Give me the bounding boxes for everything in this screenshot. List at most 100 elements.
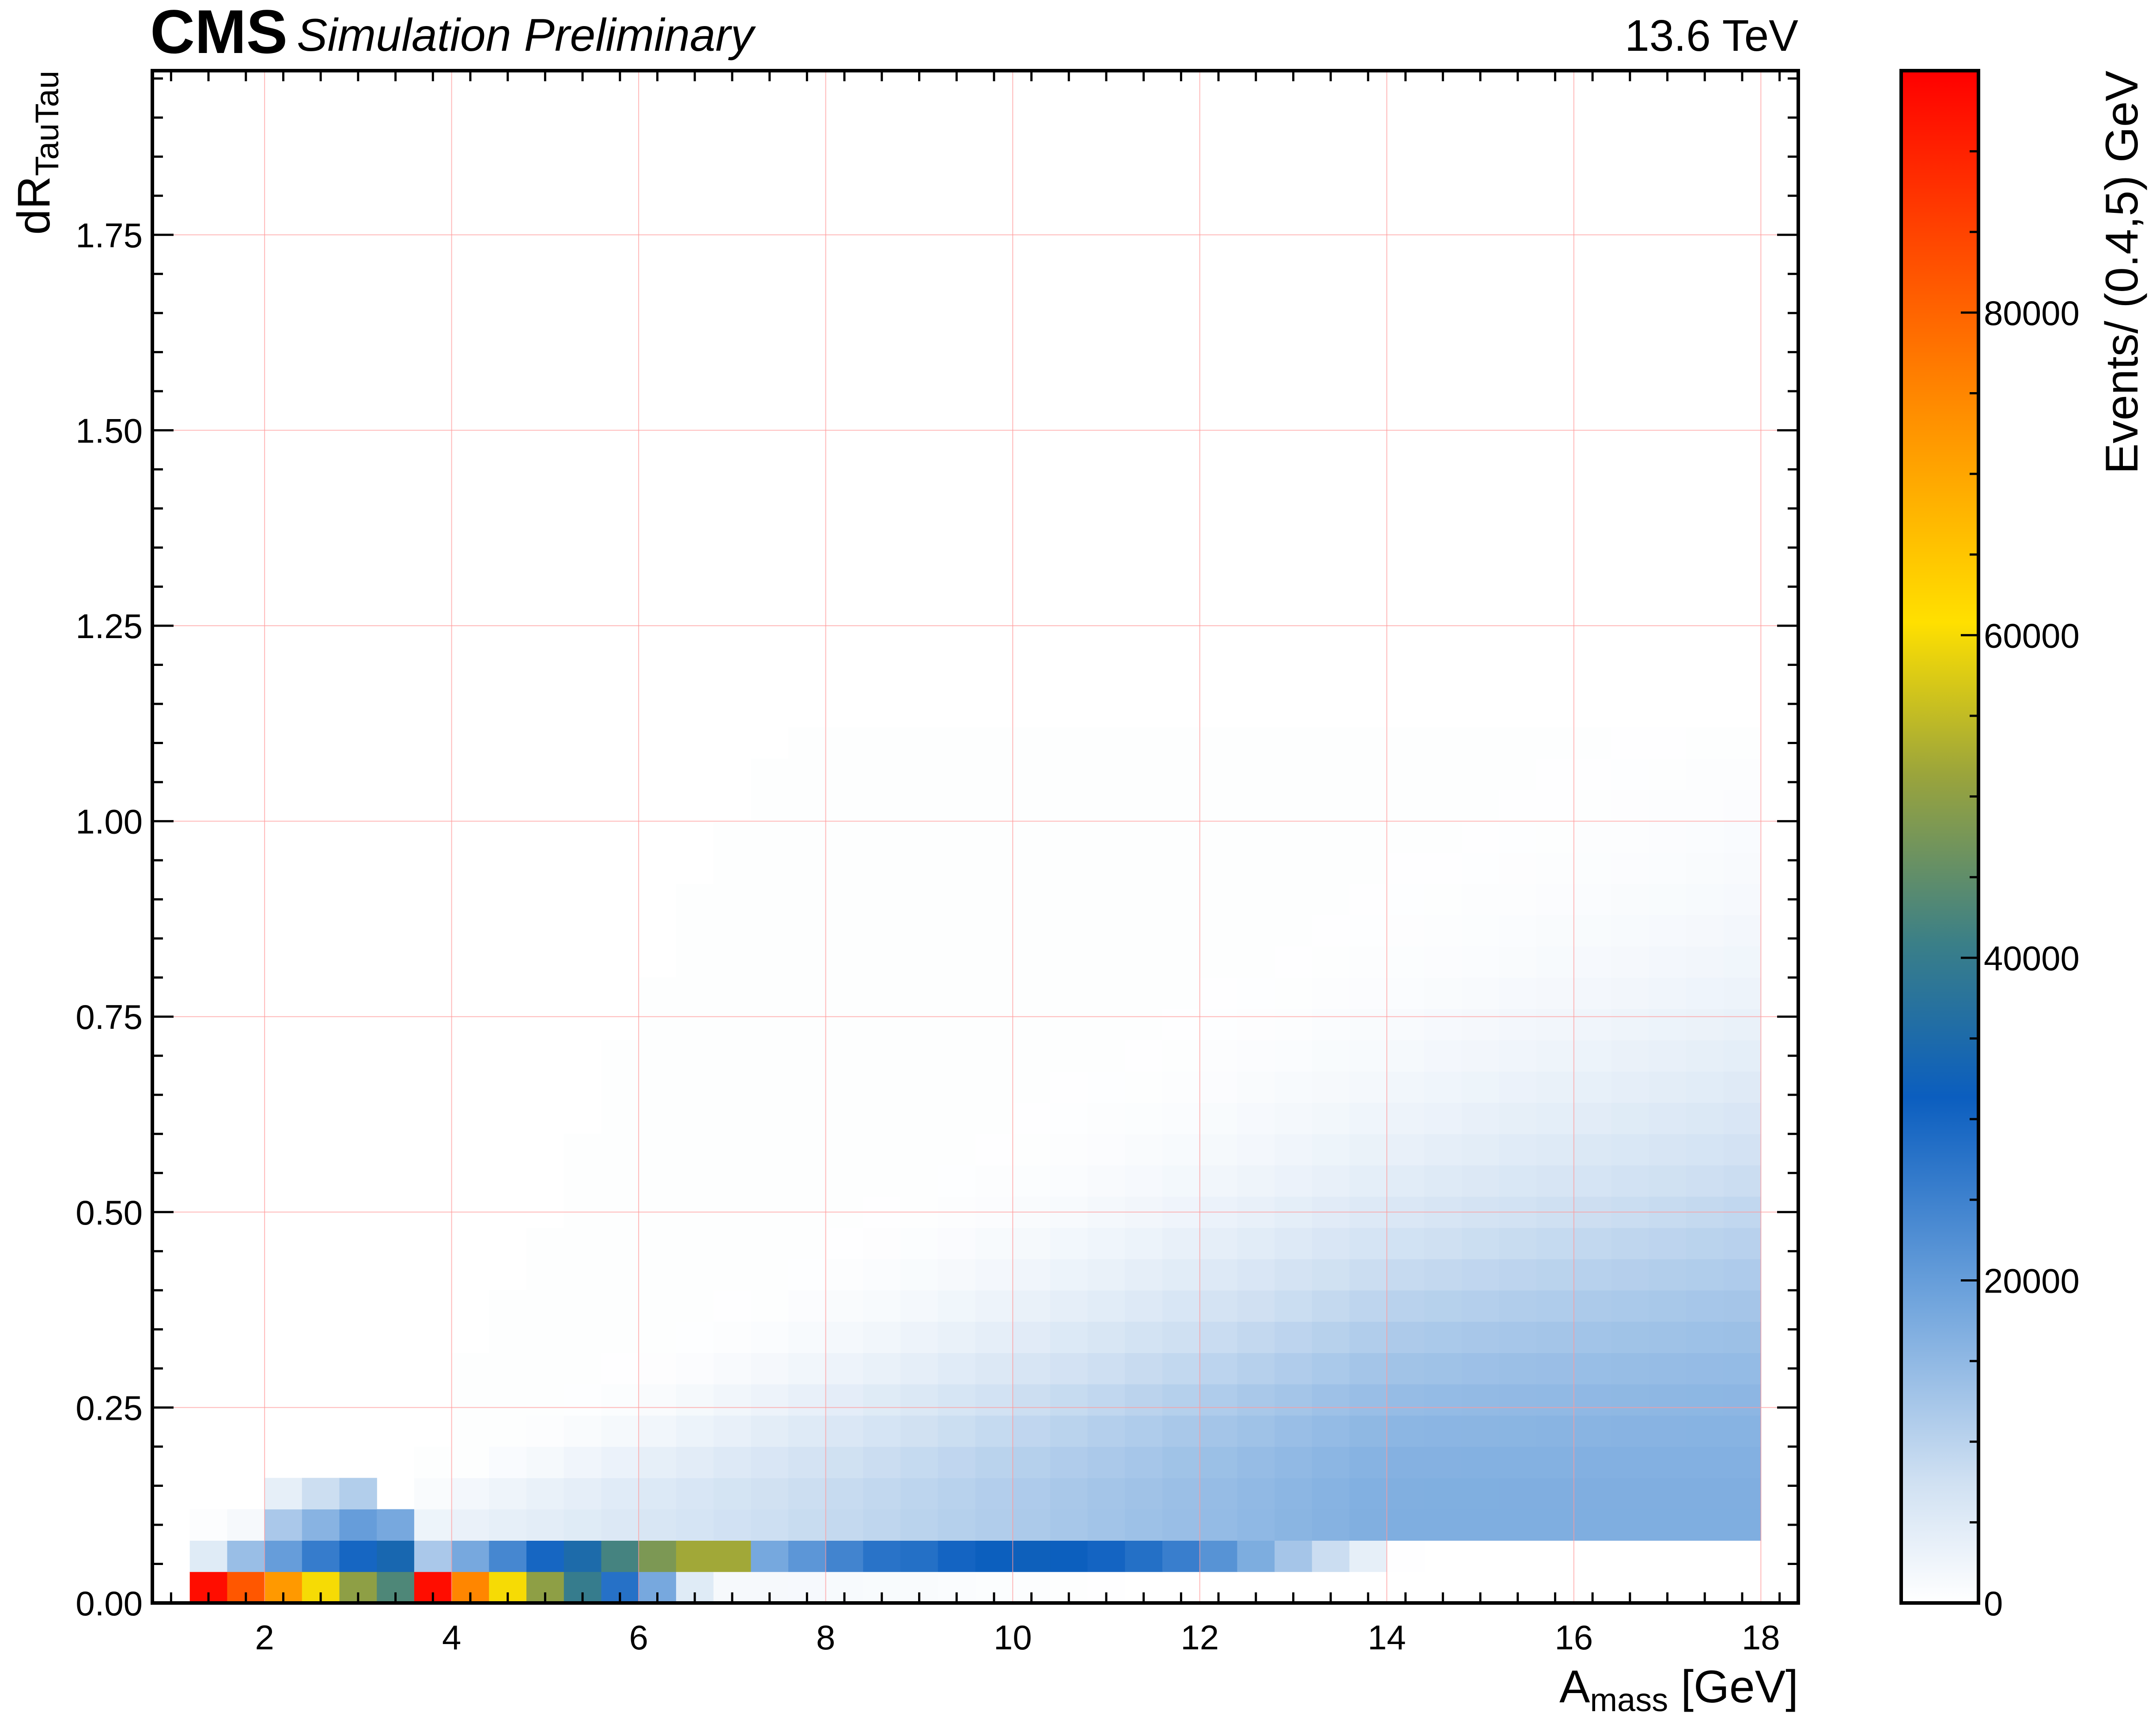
heatmap-cell [1499,1228,1537,1259]
heatmap-cell [825,1165,863,1197]
heatmap-cell [265,1478,303,1510]
heatmap-cell [1162,1384,1200,1416]
heatmap-cell [601,1478,639,1510]
heatmap-cell [1237,946,1275,978]
heatmap-cell [1686,852,1724,884]
heatmap-cell [975,915,1013,947]
heatmap-cell [900,1446,938,1478]
heatmap-cell [1087,1384,1125,1416]
colorbar-tick-label: 40000 [1984,939,2080,978]
heatmap-cell [1349,1353,1387,1384]
heatmap-cell [900,1102,938,1134]
heatmap-cell [788,1040,826,1072]
heatmap-cell [1686,1259,1724,1291]
heatmap-cell [189,1509,227,1541]
heatmap-cell [1461,1165,1499,1197]
heatmap-cell [1275,1415,1313,1447]
heatmap-cell [1387,1384,1425,1416]
heatmap-cell [1574,790,1612,822]
heatmap-cell [601,1134,639,1166]
heatmap-cell [601,1102,639,1134]
heatmap-cell [751,1228,789,1259]
heatmap-cell [1349,1446,1387,1478]
heatmap-cell [1013,790,1051,822]
heatmap-cell [1275,1478,1313,1510]
heatmap-cell [1536,1353,1574,1384]
heatmap-cell [1050,1321,1088,1353]
y-tick-label: 1.00 [76,802,143,841]
x-tick-label: 6 [629,1618,648,1657]
heatmap-cell [1125,1446,1163,1478]
heatmap-cell [1275,915,1313,947]
heatmap-cell [1312,1321,1350,1353]
heatmap-cell [1574,759,1612,790]
heatmap-cell [1050,1228,1088,1259]
heatmap-cell [1611,1009,1649,1040]
heatmap-cell [1312,884,1350,915]
heatmap-cell [1649,821,1687,853]
heatmap-cell [526,1290,564,1322]
heatmap-cell [1424,759,1462,790]
heatmap-cell [1199,1228,1237,1259]
heatmap-cell [1013,1540,1051,1572]
heatmap-cell [900,1509,938,1541]
heatmap-cell [713,1321,751,1353]
heatmap-cell [265,1509,303,1541]
heatmap-cell [1649,1040,1687,1072]
heatmap-cell [1125,1102,1163,1134]
heatmap-cell [1461,1290,1499,1322]
heatmap-cell [1125,915,1163,947]
heatmap-cell [526,1321,564,1353]
heatmap-cell [825,1102,863,1134]
heatmap-cell [1611,1321,1649,1353]
heatmap-cell [1424,915,1462,947]
heatmap-cell [1611,1228,1649,1259]
heatmap-cell [788,727,826,759]
heatmap-cell [788,759,826,790]
heatmap-cell [713,1540,751,1572]
heatmap-cell [1723,727,1761,759]
heatmap-cell [1125,1478,1163,1510]
heatmap-cell [975,1290,1013,1322]
heatmap-cell [1087,821,1125,853]
heatmap-cell [1237,1446,1275,1478]
heatmap-cell [676,977,714,1009]
heatmap-cell [825,1478,863,1510]
heatmap-cell [1536,759,1574,790]
heatmap-cell [751,1259,789,1291]
heatmap-cell [1013,1071,1051,1103]
heatmap-cell [1312,1540,1350,1572]
heatmap-cell [1087,1509,1125,1541]
heatmap-cell [751,759,789,790]
heatmap-cell [1611,1446,1649,1478]
heatmap-cell [1237,1071,1275,1103]
heatmap-cell [1275,1071,1313,1103]
heatmap-cell [1723,1415,1761,1447]
heatmap-cell [639,1102,677,1134]
heatmap-cell [1275,1134,1313,1166]
heatmap-cell [1199,1009,1237,1040]
heatmap-cell [1275,946,1313,978]
heatmap-cell [788,1071,826,1103]
heatmap-cell [1574,884,1612,915]
heatmap-cell [1162,759,1200,790]
heatmap-cell [1499,759,1537,790]
heatmap-cell [1050,1446,1088,1478]
heatmap-cell [1275,1384,1313,1416]
heatmap-cell [1723,1384,1761,1416]
heatmap-cell [1574,977,1612,1009]
heatmap-cell [1611,727,1649,759]
heatmap-cell [1199,852,1237,884]
heatmap-cell [825,1321,863,1353]
heatmap-cell [863,852,901,884]
heatmap-cell [1349,1009,1387,1040]
heatmap-cell [564,1228,602,1259]
heatmap-cell [1125,1290,1163,1322]
x-tick-label: 4 [442,1618,461,1657]
heatmap-cell [1312,1509,1350,1541]
heatmap-cell [676,1134,714,1166]
heatmap-cell [1199,1321,1237,1353]
heatmap-cell [1723,915,1761,947]
heatmap-cell [713,1071,751,1103]
heatmap-cell [751,1009,789,1040]
